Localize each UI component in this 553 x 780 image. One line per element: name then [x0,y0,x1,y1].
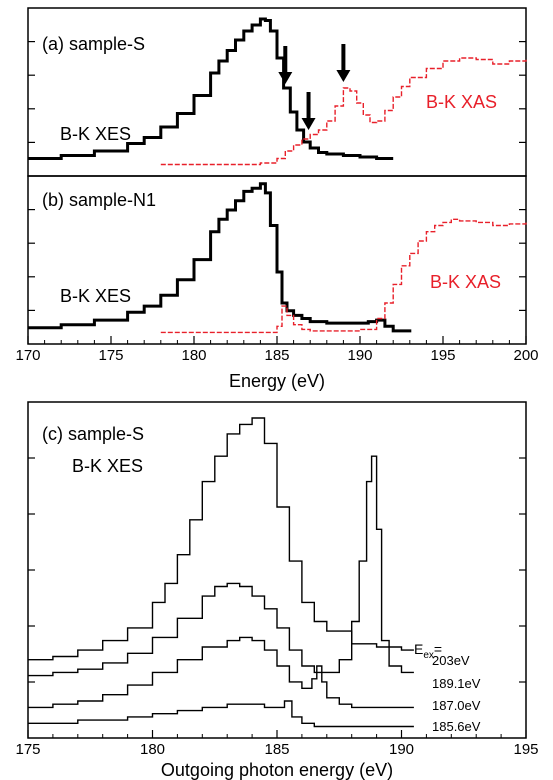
y-tick-marks [28,209,526,311]
x-tick-label: 195 [430,347,455,364]
panel-a-plot [28,17,527,166]
x-tick-label: 195 [513,741,538,758]
panel-c-legend-title: Eex= [414,641,442,661]
arrow-marker [278,46,293,84]
series-line-187-0ev [28,636,414,709]
series-line-b-k-xes [28,17,394,160]
panel-b: (b) sample-N1 B-K XES B-K XAS 170 175 180 1… [15,175,539,391]
panel-a-xes-label: B-K XES [60,124,131,144]
x-tick-label: 200 [513,347,538,364]
x-tick-label: 190 [389,741,414,758]
legend-title-eq: = [434,641,442,657]
panel-c-subtitle: B-K XES [72,456,143,476]
series-line-b-k-xas [160,57,527,166]
legend-title-e: E [414,641,423,657]
series-line-185-6ev [28,700,414,728]
panel-c-series-labels: 203eV 189.1eV 187.0eV 185.6eV [432,653,481,734]
panel-a-arrows [278,44,351,130]
y-tick-marks [28,457,526,683]
panel-c-plot [28,417,526,728]
x-tick-label: 175 [98,347,123,364]
x-tick-label: 170 [15,347,40,364]
x-tick-label: 185 [264,347,289,364]
panel-a-xas-label: B-K XAS [426,92,497,112]
panel-b-x-axis: 170 175 180 185 190 195 200 [15,336,539,364]
legend-title-sub: ex [423,650,434,661]
series-line-b-k-xas [160,218,527,334]
x-tick-label: 180 [181,347,206,364]
x-tick-label: 180 [140,741,165,758]
series-line-b-k-xes [28,182,412,333]
panel-b-x-axis-title: Energy (eV) [229,371,325,391]
panel-c-label: (c) sample-S [42,424,144,444]
y-tick-marks [28,40,526,143]
x-tick-label: 175 [15,741,40,758]
panel-b-label: (b) sample-N1 [42,190,156,210]
arrow-marker [336,44,351,82]
series-line-189-1ev [28,455,414,677]
panel-c-x-axis: 175 180 185 190 195 [15,730,539,758]
series-label-187-0ev: 187.0eV [432,698,481,713]
panel-c-x-axis-title: Outgoing photon energy (eV) [161,760,393,780]
panel-b-plot [28,182,527,334]
series-line-203ev [28,417,414,661]
panel-b-xes-label: B-K XES [60,286,131,306]
series-label-189-1ev: 189.1eV [432,676,481,691]
arrow-marker [301,92,316,130]
x-tick-label: 190 [347,347,372,364]
panel-b-xas-label: B-K XAS [430,272,501,292]
series-label-203ev: 203eV [432,653,470,668]
panel-c: (c) sample-S B-K XES Eex= 203eV 189.1eV 18… [15,401,539,780]
panel-a-label: (a) sample-S [42,34,145,54]
panel-a: (a) sample-S B-K XES B-K XAS [27,7,527,177]
x-tick-label: 185 [264,741,289,758]
series-label-185-6ev: 185.6eV [432,719,481,734]
